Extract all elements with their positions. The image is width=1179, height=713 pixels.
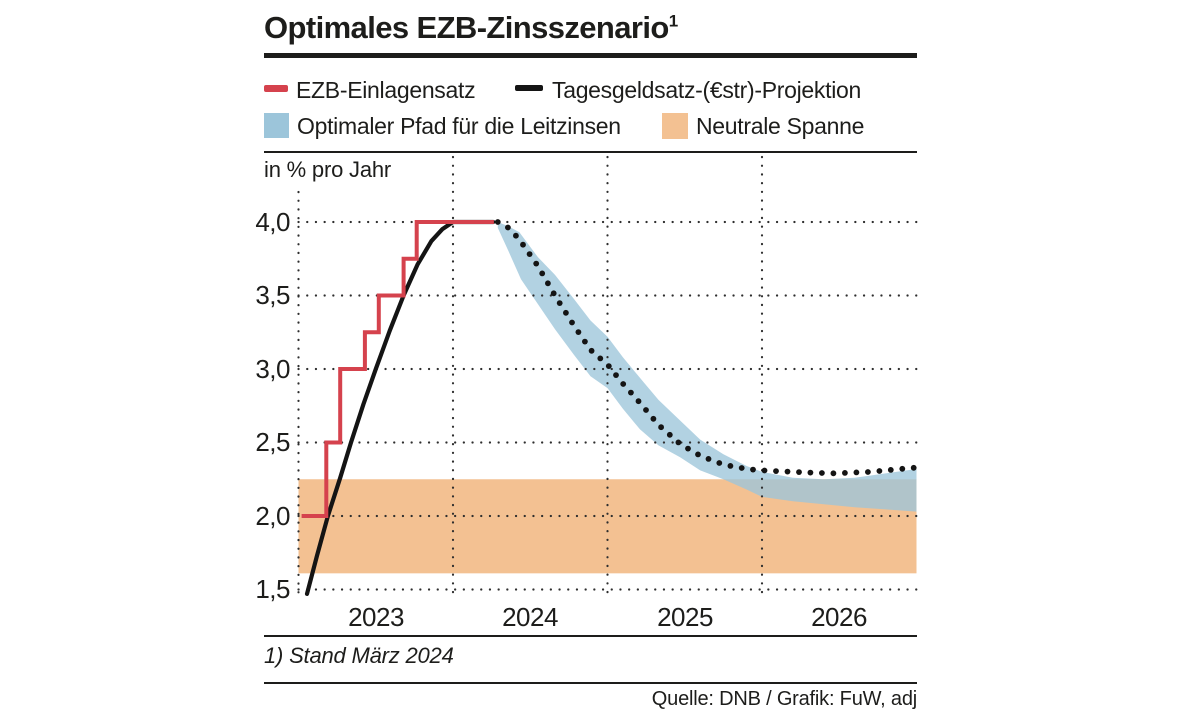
estr-projection-dot <box>658 424 664 431</box>
estr-projection-dot <box>539 270 546 277</box>
estr-projection-dot <box>773 468 779 474</box>
estr-projection-dot <box>716 460 723 466</box>
source-credit: Quelle: DNB / Grafik: FuW, adj <box>651 688 917 710</box>
estr-projection-dot <box>853 469 860 476</box>
legend-label-tagesgeldsatz-projektion: Tagesgeldsatz-(€str)-Projektion <box>552 77 861 103</box>
footnote-rule-top <box>264 635 917 637</box>
footnote-rule-bottom <box>264 682 917 684</box>
estr-projection-dot <box>796 469 802 475</box>
estr-projection-dot <box>582 338 588 345</box>
legend-swatch-tagesgeldsatz-projektion <box>515 85 543 91</box>
ezb-deposit-rate-line <box>301 220 494 518</box>
estr-projection-dot <box>526 251 533 257</box>
x-tick-2026: 2026 <box>811 602 867 632</box>
x-tick-2024: 2024 <box>502 602 558 632</box>
estr-projection-dot <box>575 329 582 335</box>
page-title: Optimales EZB-Zinsszenario1 <box>264 10 678 46</box>
estr-projection-dot <box>635 398 642 405</box>
estr-projection-dot <box>807 469 814 476</box>
estr-projection-dot <box>761 467 768 474</box>
estr-projection-dot <box>563 309 569 316</box>
estr-projection-dot <box>545 280 551 287</box>
x-tick-2025: 2025 <box>657 602 713 632</box>
estr-projection-dot <box>505 224 511 231</box>
estr-projection-dot <box>695 451 701 458</box>
legend-rule <box>264 151 917 153</box>
legend-swatch-ezb-einlagensatz <box>264 85 288 92</box>
estr-projection-dot <box>513 232 519 239</box>
y-axis-unit-label: in % pro Jahr <box>264 157 392 182</box>
estr-projection-dot <box>494 219 501 225</box>
legend-label-optimaler-pfad: Optimaler Pfad für die Leitzinsen <box>297 113 621 139</box>
estr-projection-dot <box>675 439 682 446</box>
estr-projection-dot <box>628 389 634 396</box>
estr-projection-dot <box>556 300 563 306</box>
y-tick-2-5: 2,5 <box>255 427 290 457</box>
estr-projection-dot <box>738 465 745 471</box>
x-tick-2023: 2023 <box>348 602 404 632</box>
estr-projection-dot <box>643 407 649 413</box>
estr-projection-dot <box>620 381 627 387</box>
title-rule <box>264 53 917 58</box>
estr-projection-dot <box>887 467 894 473</box>
footnote: 1) Stand März 2024 <box>264 643 454 668</box>
y-tick-1-5: 1,5 <box>255 574 290 604</box>
estr-projection-dot <box>613 372 619 378</box>
estr-projection-dot <box>705 456 712 462</box>
optimal-path-band <box>497 222 917 512</box>
title-text: Optimales EZB-Zinsszenario <box>264 10 669 45</box>
estr-projection-dot <box>865 469 871 475</box>
estr-projection-dot <box>727 463 734 469</box>
estr-projection-dot <box>819 470 825 476</box>
estr-projection-dot <box>550 290 557 297</box>
estr-projection-dot <box>899 465 906 472</box>
title-footnote-marker: 1 <box>668 11 678 31</box>
estr-projection-dot <box>842 470 848 476</box>
estr-projection-dot <box>520 241 526 248</box>
legend-label-neutrale-spanne: Neutrale Spanne <box>696 113 865 139</box>
estr-projection-dot <box>605 363 612 369</box>
legend-swatch-optimaler-pfad <box>264 113 289 138</box>
estr-projection-dot <box>666 431 673 438</box>
estr-projection-dot <box>685 445 691 452</box>
estr-projection-dot <box>650 415 657 422</box>
legend-label-ezb-einlagensatz: EZB-Einlagensatz <box>296 77 476 103</box>
estr-projection-dot <box>784 468 791 475</box>
estr-projection-dot <box>569 319 575 326</box>
estr-projection-dot <box>597 355 604 362</box>
y-tick-3-5: 3,5 <box>255 280 290 310</box>
estr-projection-dot <box>876 468 883 474</box>
estr-projection-dot <box>830 470 837 477</box>
y-tick-3-0: 3,0 <box>255 354 290 384</box>
estr-projection-dot <box>588 347 595 354</box>
y-tick-4-0: 4,0 <box>255 207 290 237</box>
estr-actual-line <box>304 219 496 596</box>
y-tick-2-0: 2,0 <box>255 501 290 531</box>
estr-projection-dot <box>533 260 540 267</box>
estr-projection-dot <box>750 466 756 473</box>
legend-swatch-neutrale-spanne <box>662 113 688 139</box>
estr-projection-dot <box>910 464 917 471</box>
